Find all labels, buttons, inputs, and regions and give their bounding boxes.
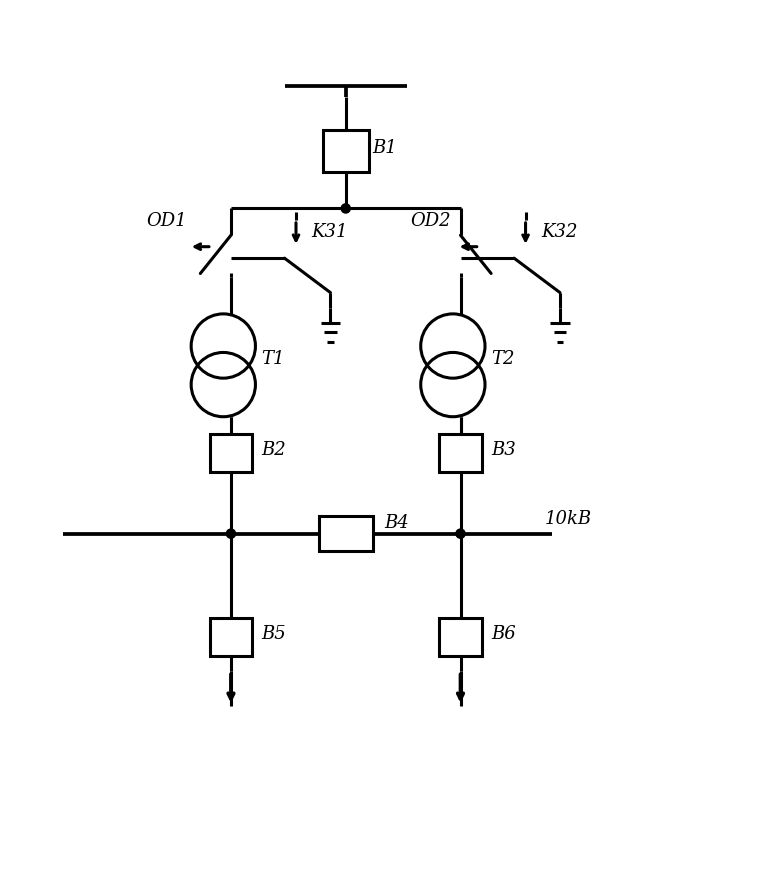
Circle shape — [456, 530, 465, 538]
Circle shape — [227, 530, 236, 538]
Text: B4: B4 — [384, 514, 409, 531]
Text: K31: K31 — [311, 223, 348, 241]
Text: B5: B5 — [262, 624, 286, 642]
Text: OD2: OD2 — [411, 211, 452, 230]
Bar — [210, 435, 252, 473]
Bar — [439, 435, 482, 473]
Text: T1: T1 — [262, 349, 285, 367]
Text: B3: B3 — [491, 441, 516, 459]
Circle shape — [341, 204, 350, 214]
Text: K32: K32 — [541, 223, 578, 241]
Bar — [323, 131, 369, 173]
Text: B2: B2 — [262, 441, 286, 459]
Bar — [319, 517, 372, 552]
Text: T2: T2 — [491, 349, 515, 367]
Bar — [439, 618, 482, 656]
Text: OD1: OD1 — [147, 211, 187, 230]
Text: B1: B1 — [372, 139, 397, 157]
Bar — [210, 618, 252, 656]
Text: B6: B6 — [491, 624, 516, 642]
Text: 10kB: 10kB — [545, 510, 592, 528]
